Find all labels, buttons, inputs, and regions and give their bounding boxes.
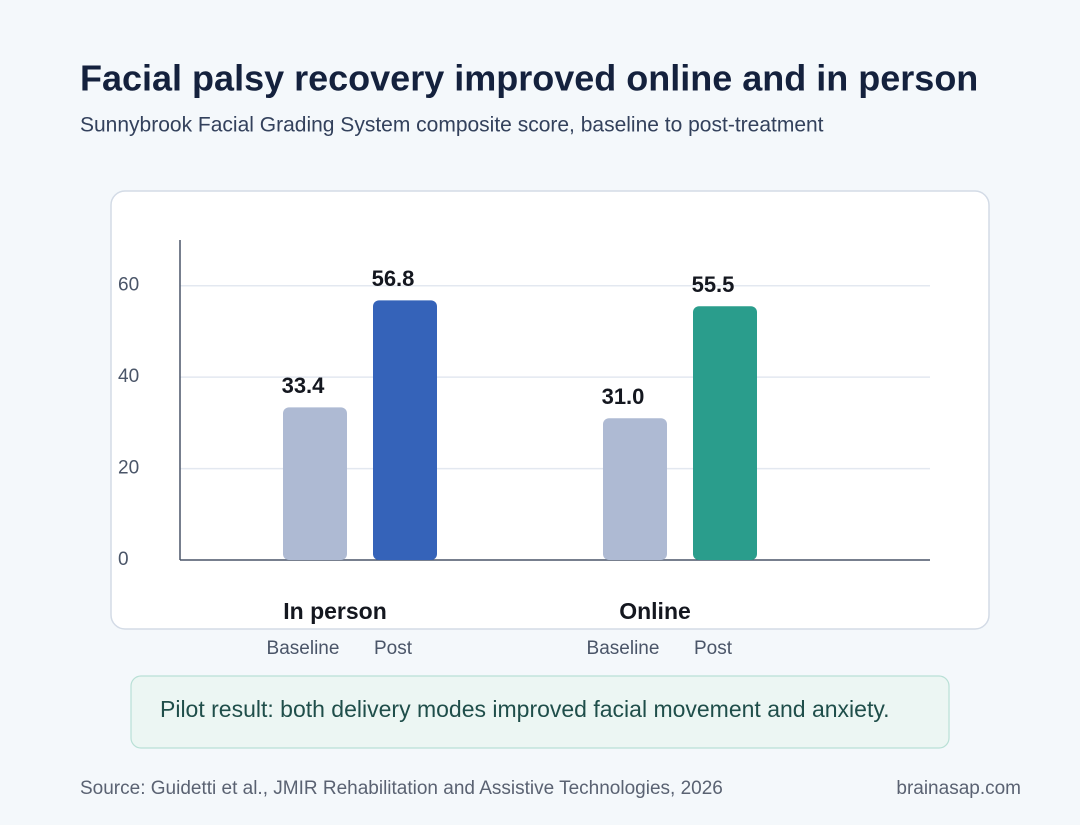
bar (603, 418, 667, 560)
bar (283, 407, 347, 560)
note-box (130, 675, 950, 749)
series-label: Post (694, 638, 733, 659)
chart-card (110, 190, 990, 630)
category-label: In person (283, 598, 387, 624)
value-label: 55.5 (692, 272, 735, 297)
category-label: Online (619, 598, 691, 624)
chart-subtitle: Sunnybrook Facial Grading System composi… (80, 114, 824, 137)
series-label: Baseline (587, 638, 660, 659)
y-tick-label: 40 (118, 366, 139, 387)
brand: brainasap.com (896, 778, 1021, 799)
note: Pilot result: both delivery modes improv… (160, 696, 890, 722)
bar (373, 300, 437, 560)
bar (693, 306, 757, 560)
series-label: Baseline (267, 638, 340, 659)
y-tick-label: 0 (118, 549, 129, 570)
chart-title: Facial palsy recovery improved online an… (80, 58, 978, 99)
y-tick-label: 20 (118, 458, 139, 479)
value-label: 56.8 (372, 266, 415, 291)
source: Source: Guidetti et al., JMIR Rehabilita… (80, 778, 723, 799)
value-label: 33.4 (282, 373, 326, 398)
y-tick-label: 60 (118, 275, 139, 296)
value-label: 31.0 (602, 384, 645, 409)
series-label: Post (374, 638, 413, 659)
